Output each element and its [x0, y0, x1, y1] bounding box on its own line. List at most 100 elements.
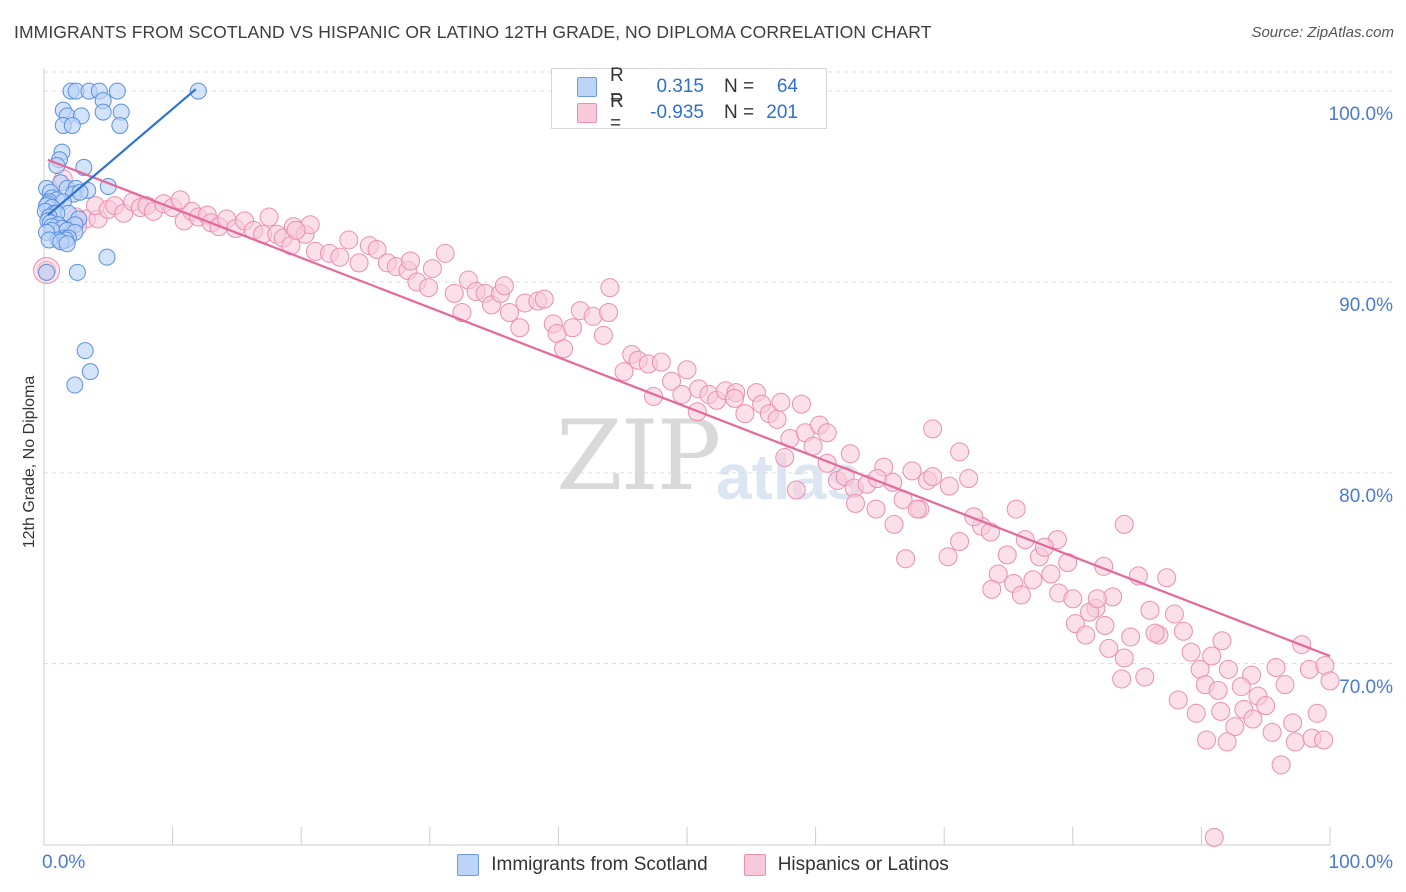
- point-hispanics: [1112, 669, 1132, 689]
- point-hispanics: [286, 220, 306, 240]
- point-hispanics: [1168, 690, 1188, 710]
- point-hispanics: [1181, 642, 1201, 662]
- point-hispanics: [896, 549, 916, 569]
- point-hispanics: [662, 371, 682, 391]
- point-hispanics: [1173, 621, 1193, 641]
- point-hispanics: [330, 247, 350, 267]
- legend-label: Hispanics or Latinos: [777, 854, 949, 875]
- x-tick-label-min: 0.0%: [42, 852, 86, 873]
- point-hispanics: [401, 251, 421, 271]
- legend-item-scotland[interactable]: Immigrants from Scotland: [457, 854, 708, 876]
- point-hispanics: [771, 392, 791, 412]
- point-hispanics: [1041, 564, 1061, 584]
- series-hispanics-points: [33, 169, 1340, 847]
- point-hispanics: [1218, 659, 1238, 679]
- point-hispanics: [1283, 713, 1303, 733]
- point-hispanics: [1197, 730, 1217, 750]
- point-hispanics: [907, 499, 927, 519]
- point-hispanics: [510, 318, 530, 338]
- point-scotland: [108, 82, 126, 100]
- legend-swatch-blue: [577, 77, 597, 97]
- point-hispanics: [982, 579, 1002, 599]
- point-hispanics: [1212, 631, 1232, 651]
- source-label: Source: ZipAtlas.com: [1251, 24, 1394, 41]
- point-hispanics: [1285, 732, 1305, 752]
- point-hispanics: [1006, 499, 1026, 519]
- r-label: R =: [610, 65, 624, 108]
- point-hispanics: [1135, 667, 1155, 687]
- n-value: 64: [776, 76, 798, 97]
- point-hispanics: [444, 283, 464, 303]
- legend-swatch-blue: [457, 854, 480, 876]
- point-hispanics: [651, 352, 671, 372]
- point-hispanics: [902, 461, 922, 481]
- point-hispanics: [791, 394, 811, 414]
- point-hispanics: [1011, 585, 1031, 605]
- point-hispanics: [1320, 671, 1340, 691]
- point-hispanics: [1121, 627, 1141, 647]
- legend-label: Immigrants from Scotland: [491, 854, 708, 875]
- point-hispanics: [599, 302, 619, 322]
- legend-item-hispanics[interactable]: Hispanics or Latinos: [743, 854, 949, 876]
- legend-swatch-pink: [577, 103, 597, 123]
- point-scotland: [111, 116, 129, 134]
- point-hispanics: [845, 493, 865, 513]
- point-scotland: [94, 103, 112, 121]
- point-hispanics: [1114, 648, 1134, 668]
- point-hispanics: [1314, 730, 1334, 750]
- point-hispanics: [1262, 722, 1282, 742]
- point-hispanics: [725, 388, 745, 408]
- series-legend: Immigrants from Scotland Hispanics or La…: [0, 852, 1406, 878]
- point-scotland: [66, 376, 84, 394]
- point-hispanics: [1076, 625, 1096, 645]
- point-scotland: [71, 183, 89, 201]
- point-hispanics: [1145, 623, 1165, 643]
- point-hispanics: [1256, 696, 1276, 716]
- point-scotland: [38, 263, 56, 281]
- point-hispanics: [1015, 530, 1035, 550]
- point-hispanics: [817, 423, 837, 443]
- point-hispanics: [500, 302, 520, 322]
- point-hispanics: [1211, 701, 1231, 721]
- point-hispanics: [672, 385, 692, 405]
- point-hispanics: [1208, 680, 1228, 700]
- point-hispanics: [593, 325, 613, 345]
- point-scotland: [58, 235, 76, 253]
- point-hispanics: [1217, 732, 1237, 752]
- point-hispanics: [1243, 709, 1263, 729]
- point-hispanics: [367, 240, 387, 260]
- gridlines: [44, 71, 1392, 665]
- n-value: 201: [766, 102, 798, 123]
- legend-swatch-pink: [743, 854, 766, 876]
- series-scotland-points: [36, 82, 207, 394]
- r-label: R =: [610, 91, 624, 134]
- point-hispanics: [866, 499, 886, 519]
- point-hispanics: [170, 190, 190, 210]
- point-hispanics: [1114, 514, 1134, 534]
- point-hispanics: [938, 547, 958, 567]
- point-hispanics: [563, 318, 583, 338]
- point-scotland: [68, 263, 86, 281]
- point-hispanics: [677, 360, 697, 380]
- point-scotland: [63, 116, 81, 134]
- axes: [43, 68, 1331, 846]
- point-hispanics: [435, 243, 455, 263]
- point-hispanics: [1095, 616, 1115, 636]
- point-hispanics: [1186, 703, 1206, 723]
- point-scotland: [81, 363, 99, 381]
- point-hispanics: [1266, 657, 1286, 677]
- y-tick-label: 80.0%: [1339, 485, 1393, 507]
- point-hispanics: [735, 404, 755, 424]
- point-scotland: [189, 82, 207, 100]
- point-hispanics: [950, 532, 970, 552]
- n-label: N =: [724, 102, 755, 123]
- y-tick-label: 100.0%: [1328, 104, 1393, 126]
- point-hispanics: [1225, 717, 1245, 737]
- point-hispanics: [923, 419, 943, 439]
- point-hispanics: [923, 467, 943, 487]
- point-hispanics: [1140, 600, 1160, 620]
- point-hispanics: [349, 253, 369, 273]
- trend-lines: [47, 88, 1331, 658]
- point-hispanics: [1231, 677, 1251, 697]
